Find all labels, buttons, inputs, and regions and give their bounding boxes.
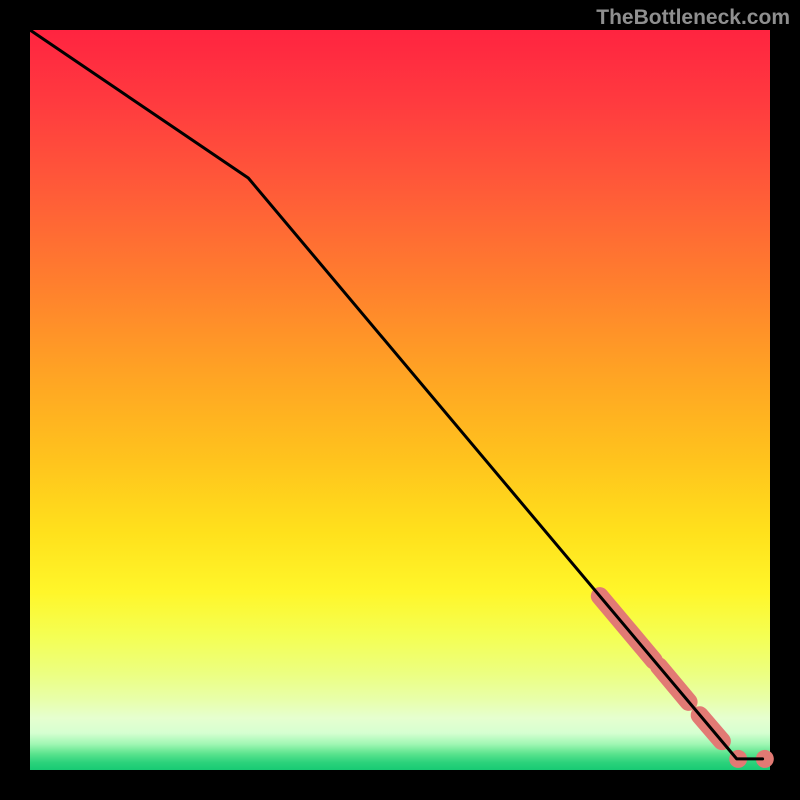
watermark-text: TheBottleneck.com [596,6,790,30]
chart-plot-area [30,30,770,770]
data-point-clusters [600,596,774,768]
chart-overlay [30,30,770,770]
